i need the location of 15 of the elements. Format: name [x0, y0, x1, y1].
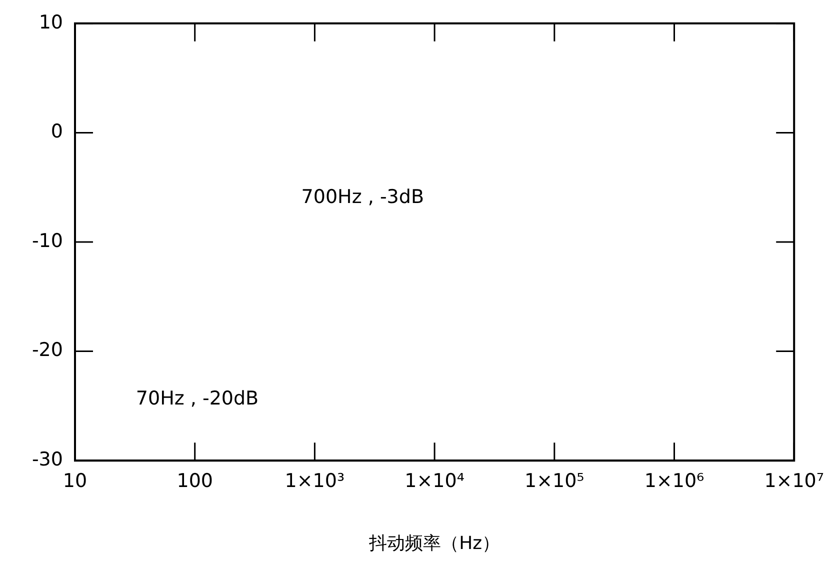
x-tick-label: 100 — [176, 470, 213, 492]
y-tick-label: 0 — [50, 120, 63, 143]
y-tick-label: -20 — [32, 339, 63, 362]
x-tick-label: 1×10⁴ — [404, 470, 465, 492]
x-tick-label: 10 — [62, 470, 88, 492]
x-tick-label: 1×10³ — [284, 470, 345, 492]
x-axis-title: 抖动频率（Hz） — [368, 532, 500, 554]
x-tick-label: 1×10⁶ — [644, 470, 704, 492]
annotation: 70Hz , -20dB — [136, 387, 259, 410]
x-tick-label: 1×10⁵ — [524, 470, 584, 492]
y-tick-label: -30 — [32, 448, 63, 471]
y-tick-label: 10 — [38, 11, 63, 34]
annotation: 700Hz , -3dB — [301, 186, 424, 208]
y-tick-label: -10 — [32, 230, 63, 252]
x-tick-label: 1×10⁷ — [764, 470, 824, 492]
